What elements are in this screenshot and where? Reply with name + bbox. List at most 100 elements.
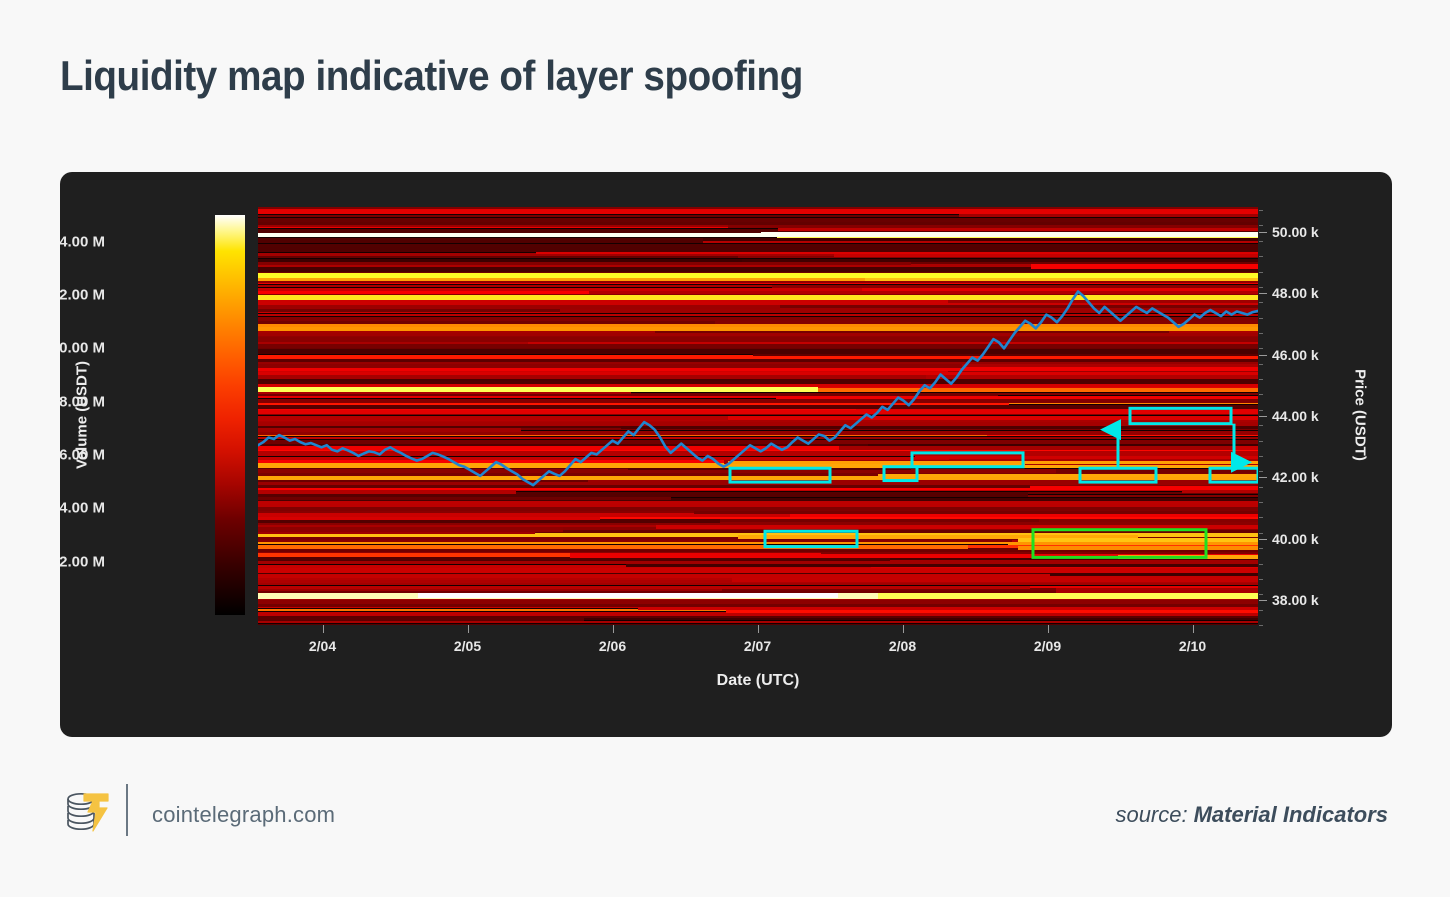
date-tick-6: 2/10 bbox=[1178, 638, 1207, 654]
heatmap-band bbox=[258, 611, 1258, 617]
heatmap-band bbox=[258, 623, 1030, 625]
heatmap-band bbox=[258, 495, 671, 500]
heatmap-band bbox=[1235, 445, 1258, 450]
date-tick-5: 2/09 bbox=[1033, 638, 1062, 654]
heatmap-band bbox=[742, 258, 1258, 262]
heatmap-band bbox=[258, 278, 1258, 283]
date-axis-label: Date (UTC) bbox=[716, 672, 800, 689]
heatmap-band bbox=[834, 252, 1258, 258]
heatmap-band bbox=[258, 524, 656, 528]
heatmap-band bbox=[258, 343, 1258, 348]
heatmap-band bbox=[258, 281, 1258, 284]
heatmap-band bbox=[258, 518, 720, 523]
source-value: Material Indicators bbox=[1193, 802, 1388, 827]
heatmap-band bbox=[258, 556, 890, 561]
price-tick-mark bbox=[1259, 538, 1267, 540]
heatmap-band-strong bbox=[738, 535, 1138, 539]
heatmap-band bbox=[258, 462, 1258, 468]
heatmap-band bbox=[258, 328, 655, 333]
heatmap-band bbox=[790, 512, 1258, 517]
price-tick-mark bbox=[1259, 600, 1267, 602]
price-minor-tick bbox=[1259, 517, 1263, 519]
date-tick-mark bbox=[322, 625, 324, 633]
price-minor-tick bbox=[1259, 502, 1263, 504]
heatmap-band bbox=[258, 451, 1258, 456]
heatmap-band-strong bbox=[258, 295, 1258, 300]
annotation-box-2 bbox=[882, 465, 919, 483]
heatmap-band bbox=[1030, 623, 1258, 625]
price-minor-tick bbox=[1259, 286, 1263, 288]
heatmap-band bbox=[258, 252, 834, 257]
footer: cointelegraph.com source: Material Indica… bbox=[0, 780, 1450, 860]
heatmap-band bbox=[584, 617, 1258, 621]
heatmap-band bbox=[600, 515, 1258, 519]
heatmap-band bbox=[258, 424, 621, 429]
price-minor-tick bbox=[1259, 348, 1263, 350]
heatmap-band bbox=[795, 436, 1258, 439]
heatmap-band bbox=[258, 439, 804, 445]
heatmap-band bbox=[589, 290, 1258, 294]
price-minor-tick bbox=[1259, 532, 1263, 534]
heatmap-band bbox=[258, 459, 724, 463]
heatmap-band bbox=[258, 240, 1258, 244]
heatmap-band bbox=[732, 576, 1258, 582]
heatmap-band bbox=[258, 585, 1030, 590]
price-tick-mark bbox=[1259, 354, 1267, 356]
heatmap-band-strong bbox=[418, 593, 838, 599]
price-tick-mark bbox=[1259, 231, 1267, 233]
heatmap-band bbox=[258, 319, 715, 325]
heatmap-band bbox=[258, 521, 1258, 526]
heatmap-band bbox=[258, 290, 589, 295]
heatmap-band bbox=[258, 375, 926, 380]
heatmap-band bbox=[1169, 328, 1258, 333]
heatmap-band bbox=[258, 430, 746, 435]
heatmap-band bbox=[258, 600, 1258, 605]
heatmap-band bbox=[258, 267, 1258, 273]
price-minor-tick bbox=[1259, 563, 1263, 565]
heatmap-band bbox=[915, 454, 1258, 459]
heatmap-band bbox=[862, 287, 1258, 291]
date-tick-mark bbox=[1192, 625, 1194, 633]
heatmap-band bbox=[258, 576, 732, 580]
heatmap-band bbox=[258, 500, 1258, 504]
date-tick-mark bbox=[1047, 625, 1049, 633]
annotation-box-6 bbox=[1128, 406, 1233, 426]
heatmap-band bbox=[258, 582, 1258, 586]
volume-colorbar bbox=[215, 215, 245, 615]
heatmap-band bbox=[1008, 541, 1258, 546]
date-tick-mark bbox=[902, 625, 904, 633]
price-minor-tick bbox=[1259, 455, 1263, 457]
heatmap-band bbox=[911, 261, 1258, 264]
heatmap-band-strong bbox=[878, 592, 1258, 599]
heatmap-band bbox=[715, 319, 1258, 325]
heatmap-band bbox=[890, 404, 1258, 409]
heatmap-band bbox=[258, 568, 1258, 573]
heatmap-band bbox=[258, 468, 1056, 473]
heatmap-band bbox=[258, 366, 1258, 372]
heatmap-band bbox=[258, 457, 949, 461]
heatmap-band bbox=[258, 214, 640, 218]
annotation-box-1 bbox=[728, 466, 832, 484]
heatmap-band bbox=[258, 474, 1258, 480]
heatmap-band bbox=[962, 363, 1258, 368]
heatmap-band bbox=[258, 614, 1258, 618]
heatmap-band bbox=[1031, 264, 1258, 269]
heatmap-band bbox=[640, 214, 1258, 218]
heatmap-band bbox=[258, 238, 703, 243]
heatmap-band bbox=[959, 211, 1258, 217]
price-minor-tick bbox=[1259, 210, 1263, 212]
heatmap-band bbox=[258, 313, 1258, 317]
heatmap-band bbox=[258, 591, 1258, 594]
date-tick-mark bbox=[467, 625, 469, 633]
date-tick-mark bbox=[612, 625, 614, 633]
price-minor-tick bbox=[1259, 440, 1263, 442]
heatmap-band bbox=[258, 243, 1258, 248]
heatmap-band bbox=[258, 276, 865, 281]
heatmap-band bbox=[703, 238, 1258, 241]
price-minor-tick bbox=[1259, 240, 1263, 242]
heatmap-band bbox=[258, 603, 1258, 607]
heatmap-band bbox=[626, 562, 1258, 568]
date-tick-1: 2/05 bbox=[453, 638, 482, 654]
heatmap-band bbox=[258, 530, 535, 535]
heatmap-band bbox=[258, 544, 968, 549]
